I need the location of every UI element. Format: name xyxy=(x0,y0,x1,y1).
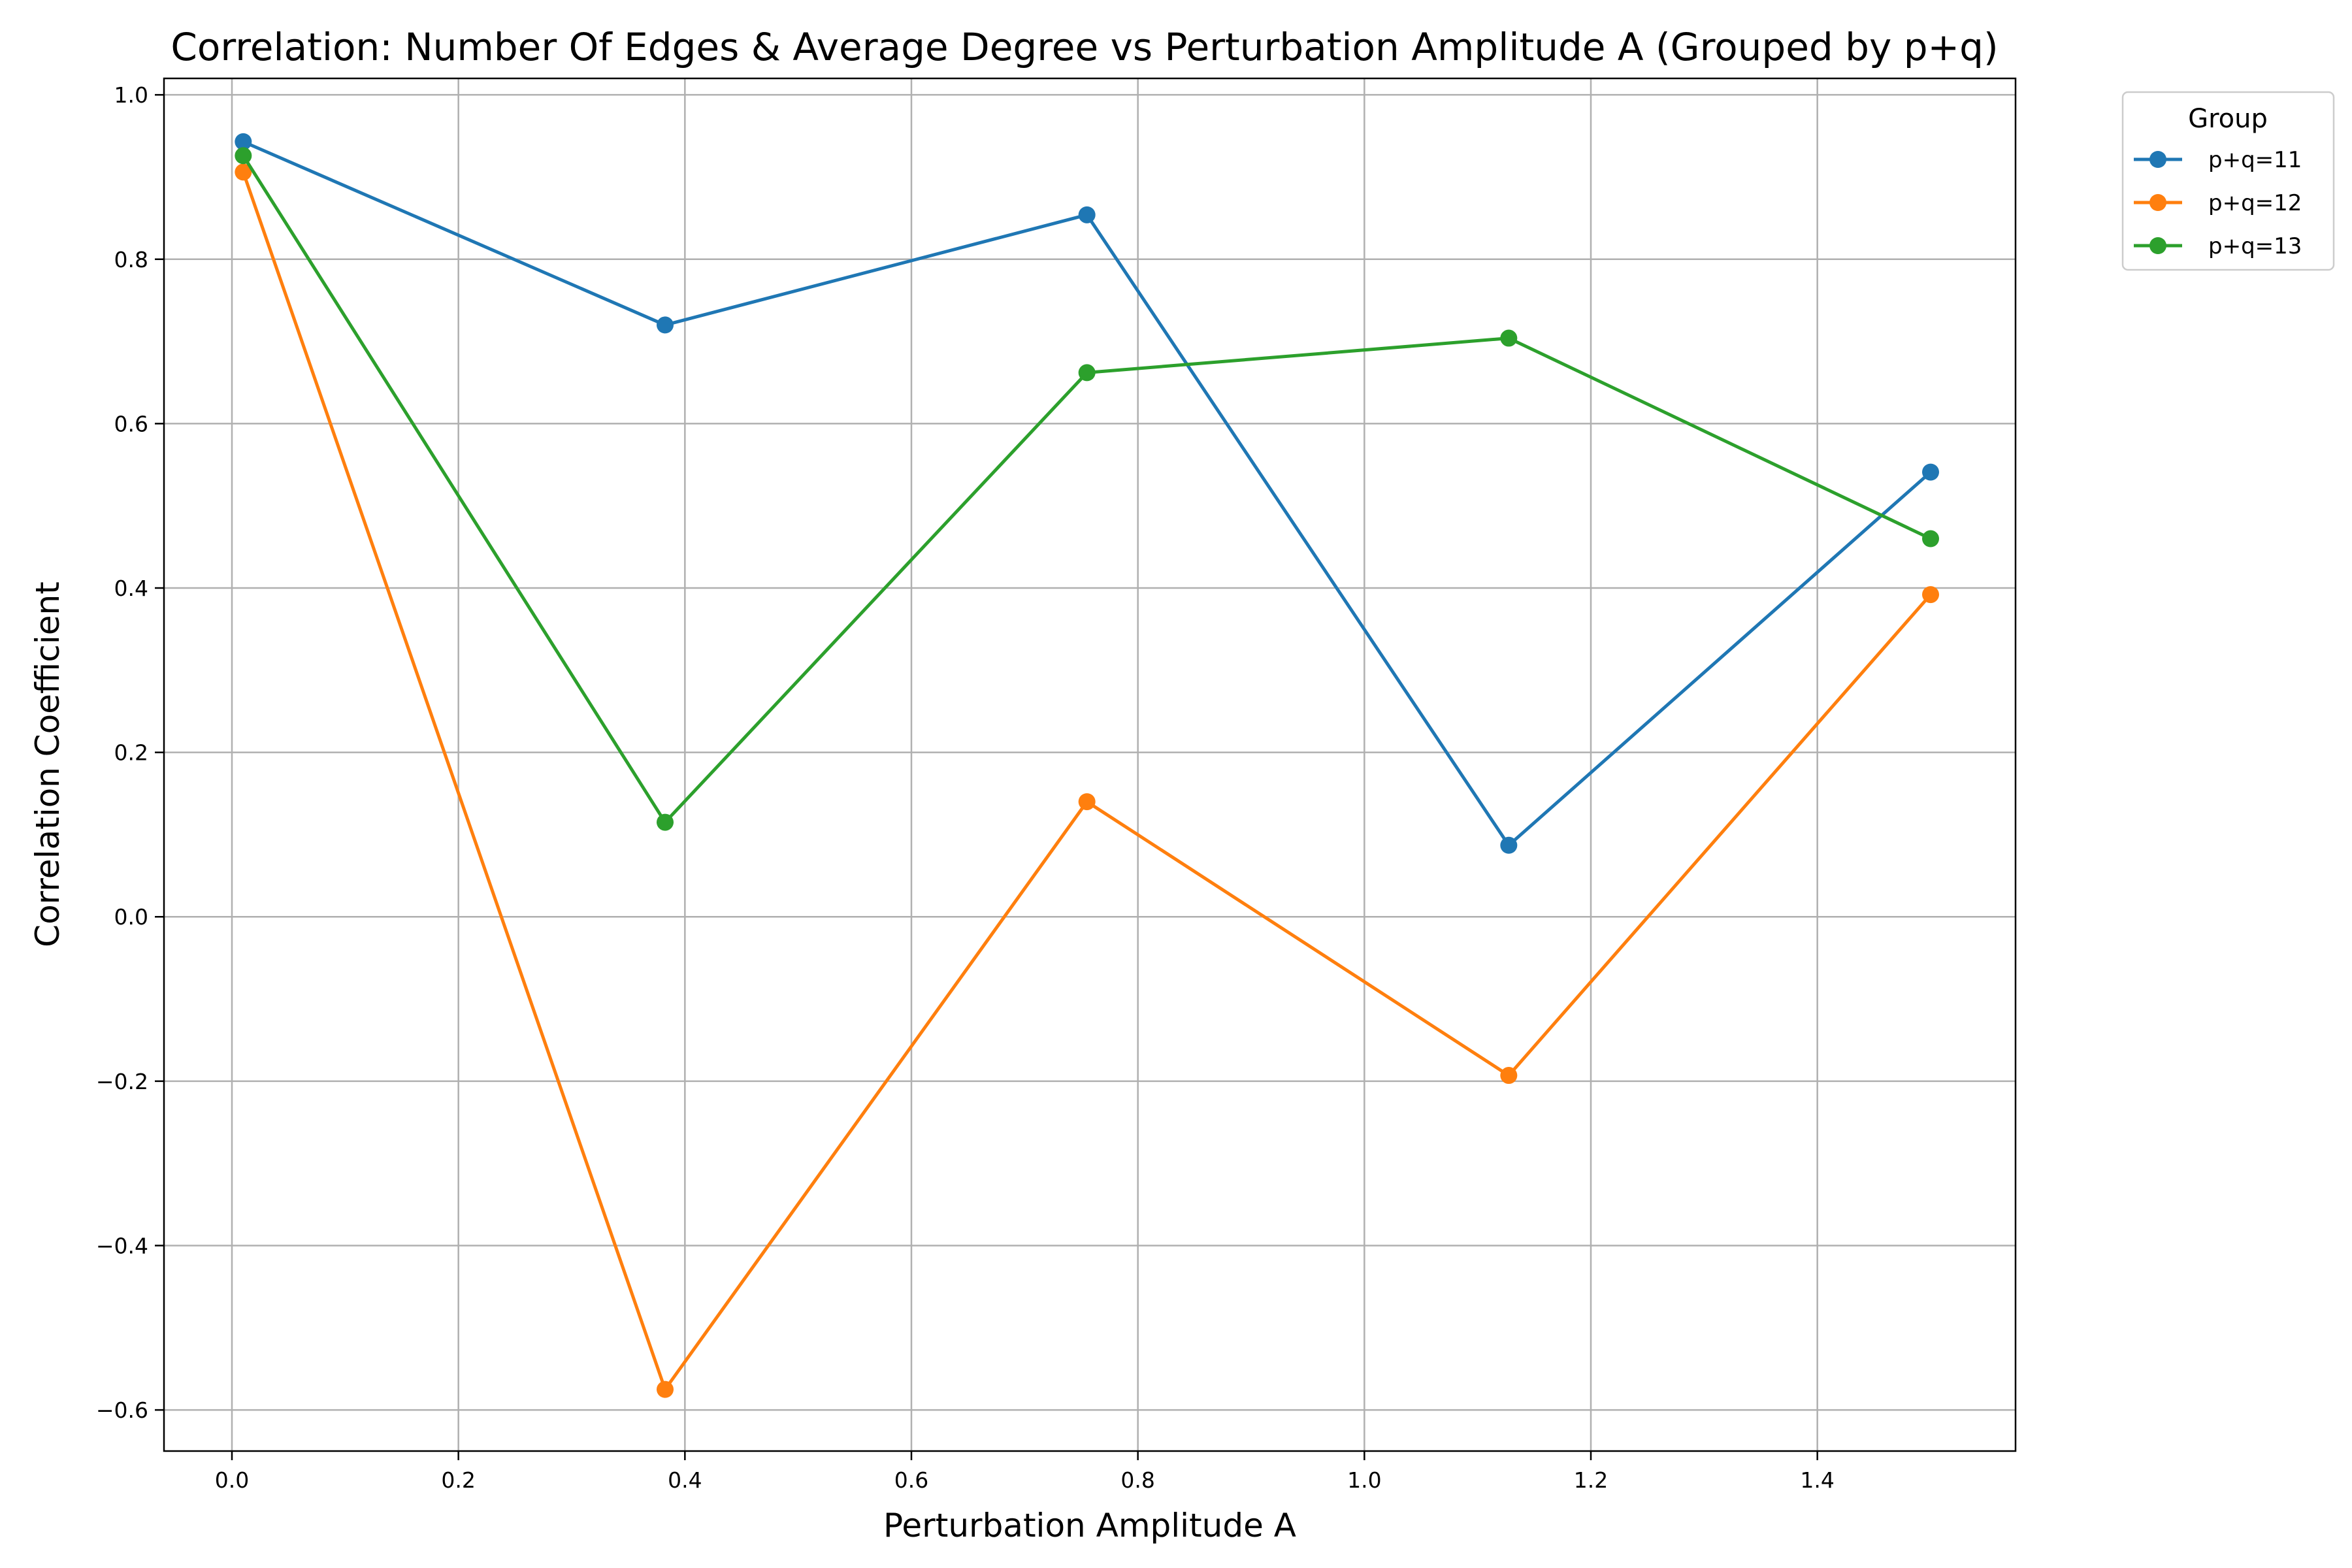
legend-box xyxy=(2121,91,2335,271)
legend-item: p+q=12 xyxy=(2134,190,2302,216)
data-point xyxy=(1500,329,1518,347)
y-tick-label: 0.2 xyxy=(114,740,148,766)
data-point xyxy=(1078,793,1096,811)
y-tick-label: −0.4 xyxy=(96,1233,148,1258)
x-tick-label: 0.4 xyxy=(668,1467,702,1493)
series-p+q=12 xyxy=(235,163,1939,1398)
data-point xyxy=(235,163,252,181)
data-point xyxy=(657,813,674,831)
data-point xyxy=(1922,463,1939,481)
data-point xyxy=(657,1380,674,1398)
grid-lines xyxy=(164,78,2016,1451)
x-tick-label: 1.2 xyxy=(1574,1467,1608,1493)
legend-label: p+q=11 xyxy=(2208,147,2302,173)
data-point xyxy=(1500,836,1518,854)
y-axis-ticks: −0.6 −0.4 −0.2 0.0 0.2 0.4 0.6 0.8 1.0 xyxy=(96,82,164,1423)
x-tick-label: 1.4 xyxy=(1800,1467,1834,1493)
y-tick-label: 0.8 xyxy=(114,247,148,272)
y-tick-label: 1.0 xyxy=(114,82,148,108)
legend-title: Group xyxy=(2188,104,2268,134)
legend-label: p+q=13 xyxy=(2208,233,2302,259)
x-tick-label: 0.2 xyxy=(441,1467,475,1493)
y-axis-label: Correlation Coefficient xyxy=(29,581,67,947)
legend-item: p+q=11 xyxy=(2134,147,2302,173)
plot-frame xyxy=(163,77,2017,1452)
data-point xyxy=(657,316,674,334)
y-tick-label: −0.6 xyxy=(96,1397,148,1423)
data-point xyxy=(1922,586,1939,604)
x-tick-label: 1.0 xyxy=(1347,1467,1381,1493)
legend: Group p+q=11 p+q=12 p+q=13 xyxy=(2121,91,2335,271)
x-tick-label: 0.0 xyxy=(215,1467,249,1493)
data-point xyxy=(235,133,252,150)
series-p+q=11 xyxy=(235,133,1939,854)
y-tick-label: 0.6 xyxy=(114,411,148,436)
x-tick-label: 0.8 xyxy=(1120,1467,1154,1493)
legend-items: p+q=11 p+q=12 p+q=13 xyxy=(2134,147,2302,259)
legend-label: p+q=12 xyxy=(2208,190,2302,216)
series-p+q=13 xyxy=(235,147,1939,831)
y-tick-label: 0.4 xyxy=(114,576,148,601)
legend-marker xyxy=(2149,194,2166,211)
data-point xyxy=(235,147,252,165)
x-axis-ticks: 0.0 0.2 0.4 0.6 0.8 1.0 1.2 1.4 xyxy=(215,1451,1835,1493)
legend-marker xyxy=(2149,237,2166,254)
x-axis-label: Perturbation Amplitude A xyxy=(883,1507,1296,1544)
data-point xyxy=(1078,364,1096,382)
y-tick-label: 0.0 xyxy=(114,904,148,930)
legend-marker xyxy=(2149,151,2166,168)
legend-item: p+q=13 xyxy=(2134,233,2302,259)
data-point xyxy=(1500,1067,1518,1085)
chart-title: Correlation: Number Of Edges & Average D… xyxy=(171,25,1998,69)
plot-series xyxy=(235,133,1939,1398)
y-tick-label: −0.2 xyxy=(96,1069,148,1094)
data-point xyxy=(1078,206,1096,223)
x-tick-label: 0.6 xyxy=(894,1467,928,1493)
data-point xyxy=(1922,530,1939,547)
